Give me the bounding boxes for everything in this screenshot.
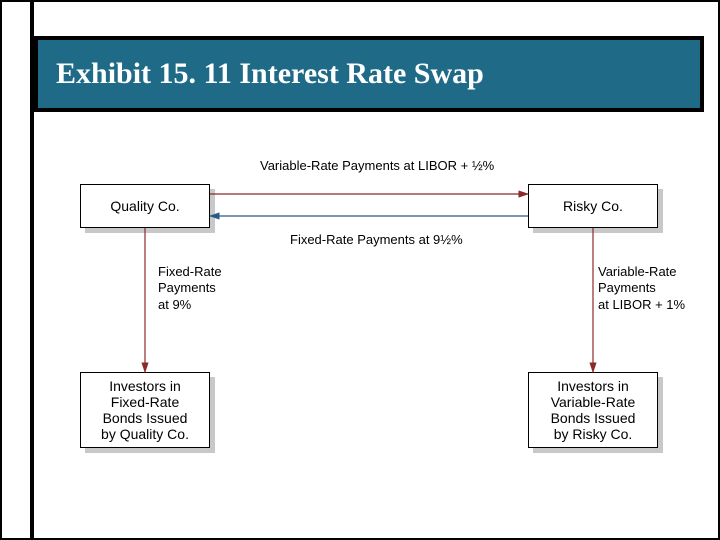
edge-label-variable-top: Variable-Rate Payments at LIBOR + ½% — [260, 158, 494, 174]
edge-label-fixed-left: Fixed-Rate Payments at 9% — [158, 264, 222, 313]
node-label: Risky Co. — [563, 198, 623, 214]
node-label: Investors in Fixed-Rate Bonds Issued by … — [101, 378, 189, 442]
node-investors-quality: Investors in Fixed-Rate Bonds Issued by … — [80, 372, 210, 448]
node-investors-risky: Investors in Variable-Rate Bonds Issued … — [528, 372, 658, 448]
node-quality-co: Quality Co. — [80, 184, 210, 228]
edge-label-fixed-mid: Fixed-Rate Payments at 9½% — [290, 232, 463, 248]
node-risky-co: Risky Co. — [528, 184, 658, 228]
node-label: Investors in Variable-Rate Bonds Issued … — [551, 378, 636, 442]
node-label: Quality Co. — [110, 198, 179, 214]
edge-label-variable-right: Variable-Rate Payments at LIBOR + 1% — [598, 264, 685, 313]
diagram: Quality Co. Risky Co. Investors in Fixed… — [0, 0, 720, 540]
